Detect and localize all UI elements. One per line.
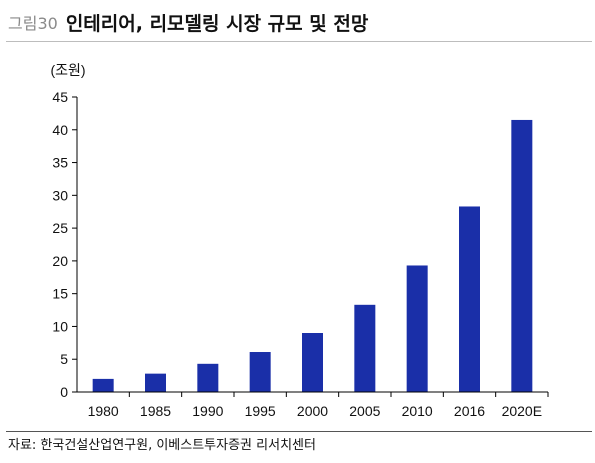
- bar-1985: [145, 373, 166, 392]
- x-tick-label: 2016: [454, 403, 485, 419]
- bar-chart: (조원) 0 5 10 15 20 25 30 35 40 45 1980 1985 1990 1995…: [50, 62, 549, 419]
- y-tick-label: 40: [52, 122, 68, 138]
- y-tick-label: 25: [52, 220, 68, 236]
- y-axis-ticks: 0 5 10 15 20 25 30 35 40 45: [52, 89, 77, 400]
- bar-1980: [92, 378, 114, 392]
- y-tick-label: 20: [52, 253, 68, 269]
- figure-title: 인테리어, 리모델링 시장 규모 및 전망: [65, 12, 369, 35]
- x-tick-label: 1990: [192, 403, 223, 419]
- x-tick-label: 1980: [88, 403, 119, 419]
- source-note: 자료: 한국건설산업연구원, 이베스트투자증권 리서치센터: [8, 438, 316, 453]
- x-tick-label: 2000: [297, 403, 328, 419]
- y-tick-label: 10: [52, 318, 68, 334]
- bar-2016: [459, 206, 480, 392]
- y-axis-unit-label: (조원): [50, 62, 85, 78]
- bar-1990: [197, 363, 219, 392]
- x-tick-label: 2005: [349, 403, 380, 419]
- x-tick-label: 2020E: [502, 403, 542, 419]
- bar-2000: [302, 333, 323, 392]
- bar-2010: [406, 265, 428, 392]
- x-tick-label: 2010: [402, 403, 433, 419]
- bar-2020E: [511, 119, 533, 392]
- figure-label: 그림30: [8, 14, 58, 33]
- y-tick-label: 30: [52, 187, 68, 203]
- y-tick-label: 0: [60, 384, 68, 400]
- x-tick-label: 1985: [140, 403, 171, 419]
- x-axis-labels: 1980 1985 1990 1995 2000 2005 2010 2016 2020E: [88, 392, 549, 419]
- bottom-rule: [6, 431, 592, 432]
- y-tick-label: 5: [60, 351, 68, 367]
- y-tick-label: 15: [52, 286, 68, 302]
- figure-header: 그림30 인테리어, 리모델링 시장 규모 및 전망: [8, 6, 368, 38]
- bar-1995: [249, 352, 271, 392]
- y-tick-label: 45: [52, 89, 68, 105]
- x-tick-label: 1995: [245, 403, 276, 419]
- y-tick-label: 35: [52, 155, 68, 171]
- bar-2005: [354, 304, 376, 392]
- bars-group: [92, 119, 533, 392]
- top-rule: [6, 41, 592, 42]
